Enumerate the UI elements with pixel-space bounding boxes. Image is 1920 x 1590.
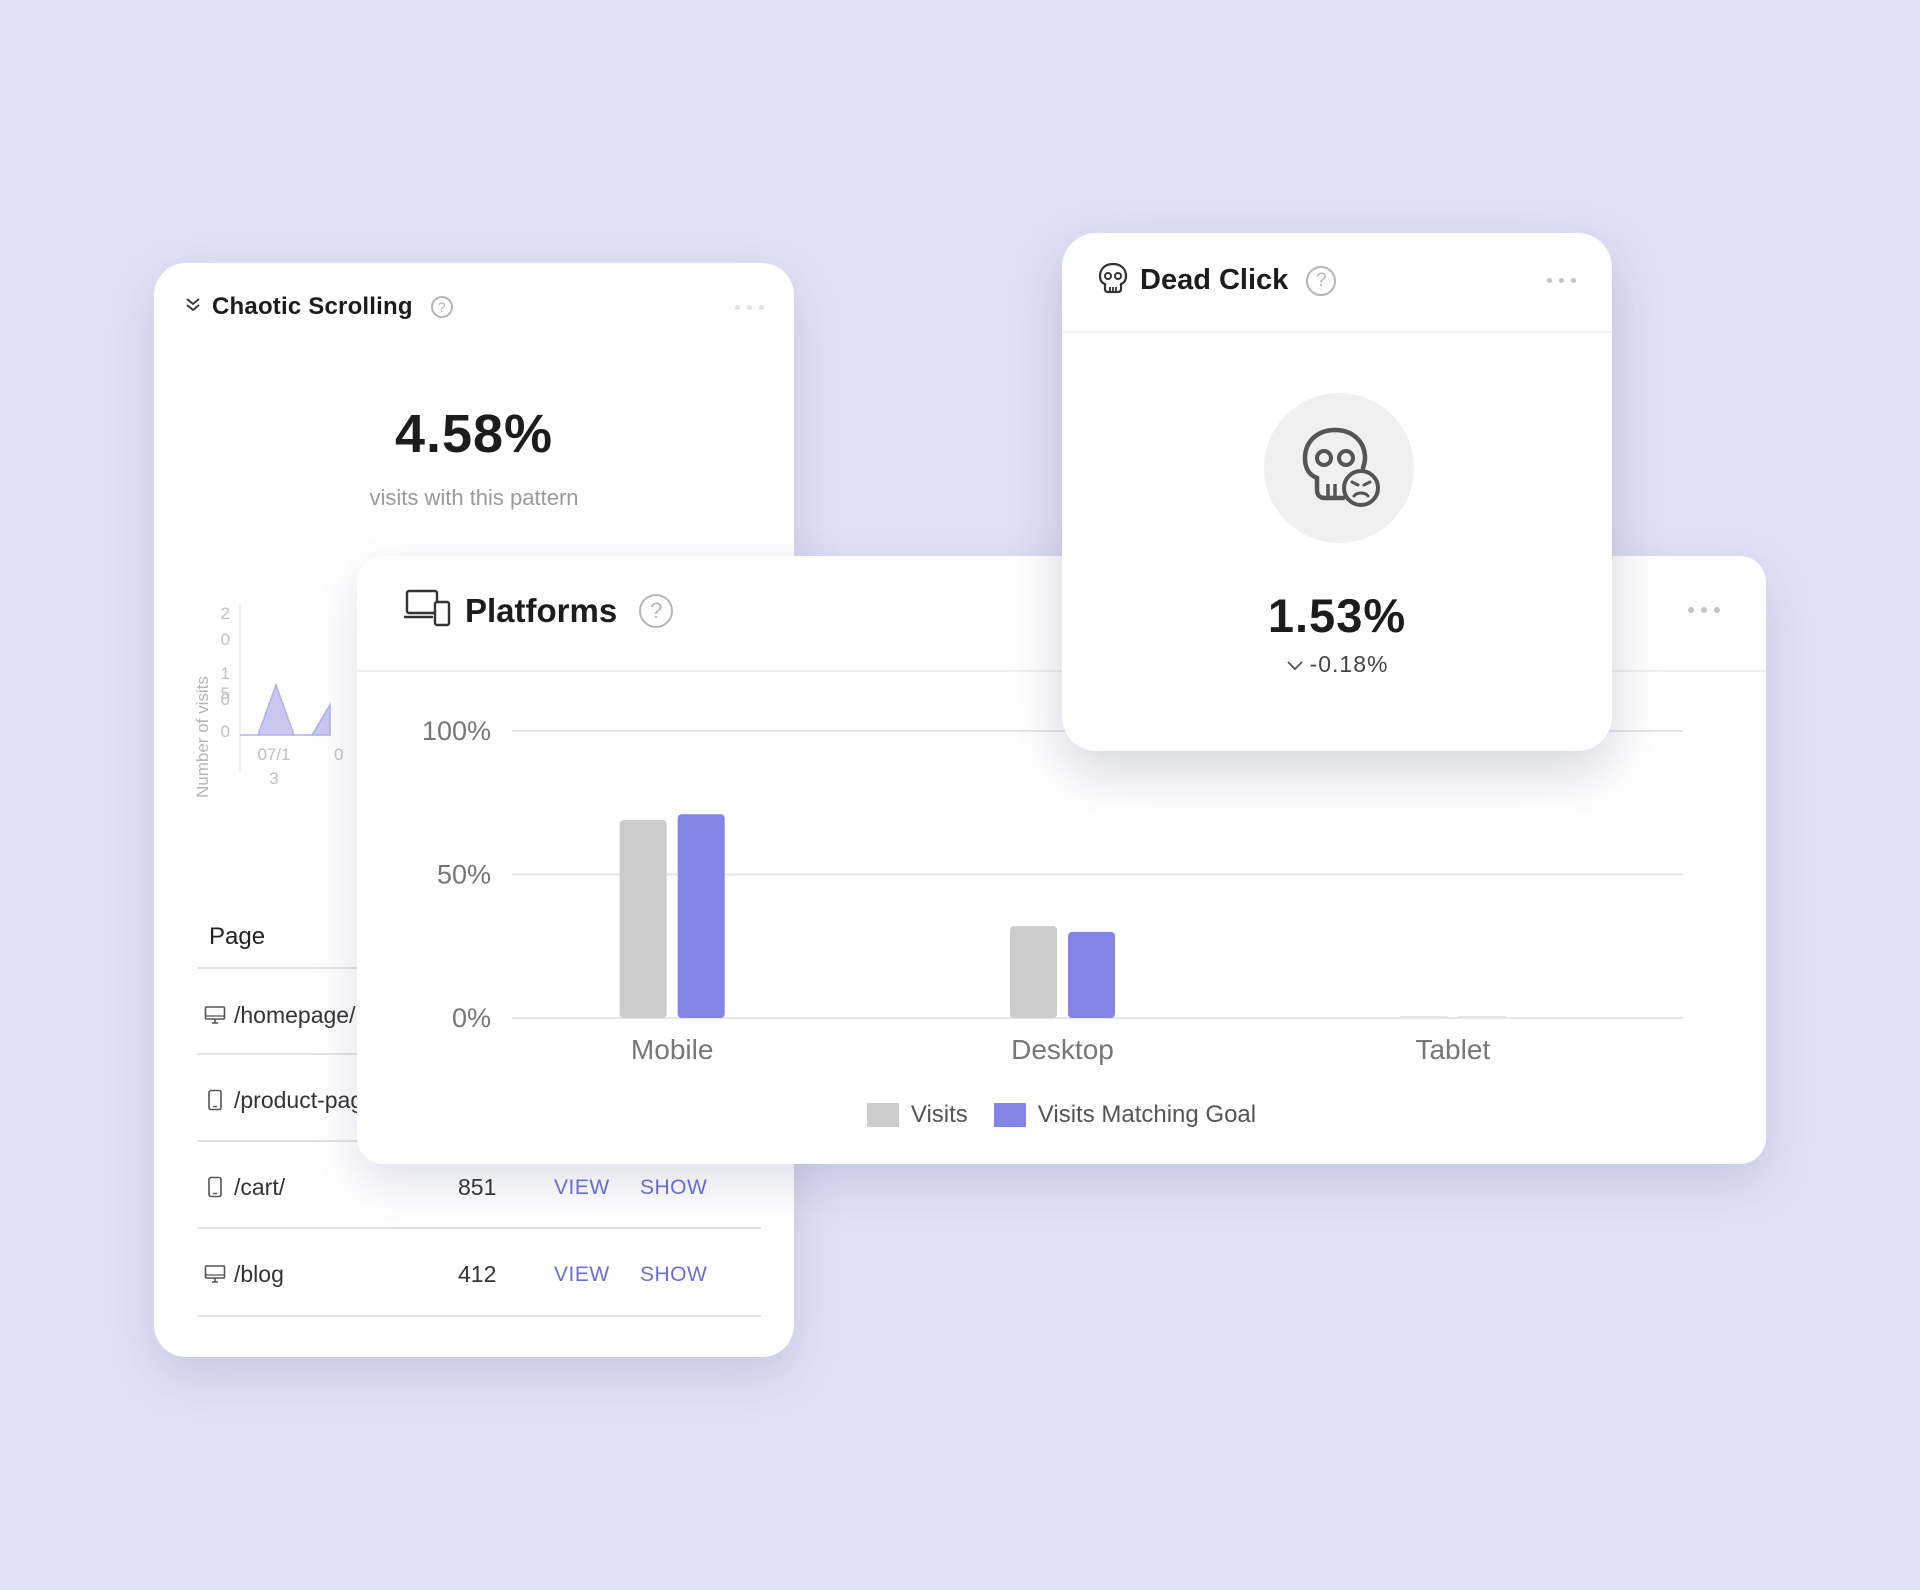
platforms-title: Platforms [465,591,618,629]
legend-item-visits[interactable]: Visits [866,1101,968,1129]
chaotic-scrolling-metric: 4.58% [394,404,554,464]
mobile-icon [204,1176,226,1204]
chevron-down-icon [1286,651,1304,678]
bar [1010,926,1057,1018]
bar [619,819,667,1018]
row-count: 851 [458,1174,497,1200]
delta-value: -0.18% [1309,651,1389,677]
help-icon[interactable]: ? [430,296,453,318]
row-path: /cart/ [234,1174,286,1200]
more-options-icon[interactable] [735,305,764,310]
row-path: /homepage/ [234,1002,356,1028]
dead-click-delta: -0.18% [1062,651,1612,678]
y-tick-label: 50% [437,860,491,890]
header-divider [1062,331,1612,333]
table-header-page: Page [209,923,266,950]
y-axis-label: Number of visits [193,676,212,798]
chevron-down-icon[interactable] [184,296,202,319]
show-link[interactable]: SHOW [640,1263,708,1286]
platforms-header: Platforms ? [403,588,674,633]
chaotic-scrolling-metric-label: visits with this pattern [369,485,579,510]
more-options-icon[interactable] [1688,607,1720,613]
skull-icon [1096,261,1130,300]
y-tick-label: 1 [221,664,230,683]
legend-swatch [993,1103,1026,1127]
desktop-icon [204,1263,226,1290]
area-series [240,682,331,736]
x-tick-label: Mobile [631,1034,713,1065]
dead-click-card: Dead Click ? 1.53% -0.18% [1062,233,1612,751]
x-tick-label: 07/1 [257,745,290,764]
table-row[interactable]: /homepage/ [204,996,764,1036]
x-tick-label: 0 [334,745,343,764]
chaotic-scrolling-header: Chaotic Scrolling ? [184,293,453,321]
legend-item-visits-matching-goal[interactable]: Visits Matching Goal [993,1101,1257,1129]
devices-icon [403,588,453,633]
y-tick-label: 100% [422,716,491,746]
angry-skull-icon [1264,393,1414,543]
row-path: /blog [234,1261,284,1287]
x-tick-label: 3 [269,769,278,788]
y-tick-label: 0 [221,630,230,649]
legend-swatch [866,1103,899,1127]
legend-label: Visits [910,1101,968,1128]
view-link[interactable]: VIEW [554,1176,610,1199]
desktop-icon [204,1004,226,1031]
table-divider [197,1315,761,1317]
legend-label: Visits Matching Goal [1037,1101,1257,1128]
y-tick-label: 5 [221,684,230,703]
y-tick-label: 0 [221,722,230,741]
more-options-icon[interactable] [1547,278,1576,283]
help-icon[interactable]: ? [1306,265,1337,296]
table-row[interactable]: /blog 412 VIEW SHOW [204,1255,764,1295]
bar [1458,1016,1506,1018]
dead-click-header: Dead Click ? [1096,261,1337,300]
mobile-icon [204,1089,226,1117]
y-tick-label: 2 [221,604,230,623]
y-tick-label: 0 [221,690,230,709]
view-link[interactable]: VIEW [554,1263,610,1286]
table-row[interactable]: /cart/ 851 VIEW SHOW [204,1168,764,1208]
dead-click-metric: 1.53% [1267,589,1407,642]
x-tick-label: Desktop [1011,1034,1114,1065]
dead-click-title: Dead Click [1140,264,1289,296]
table-divider [197,1227,761,1229]
y-tick-label: 0% [452,1003,491,1033]
bar [677,814,725,1018]
chart-legend: Visits Visits Matching Goal [357,1101,1766,1129]
row-count: 412 [458,1261,497,1287]
header-divider [357,670,1766,672]
bar [1068,931,1115,1018]
show-link[interactable]: SHOW [640,1176,708,1199]
bar [1400,1016,1448,1018]
help-icon[interactable]: ? [639,593,674,628]
x-tick-label: Tablet [1415,1034,1490,1065]
chaotic-scrolling-title: Chaotic Scrolling [212,293,413,320]
